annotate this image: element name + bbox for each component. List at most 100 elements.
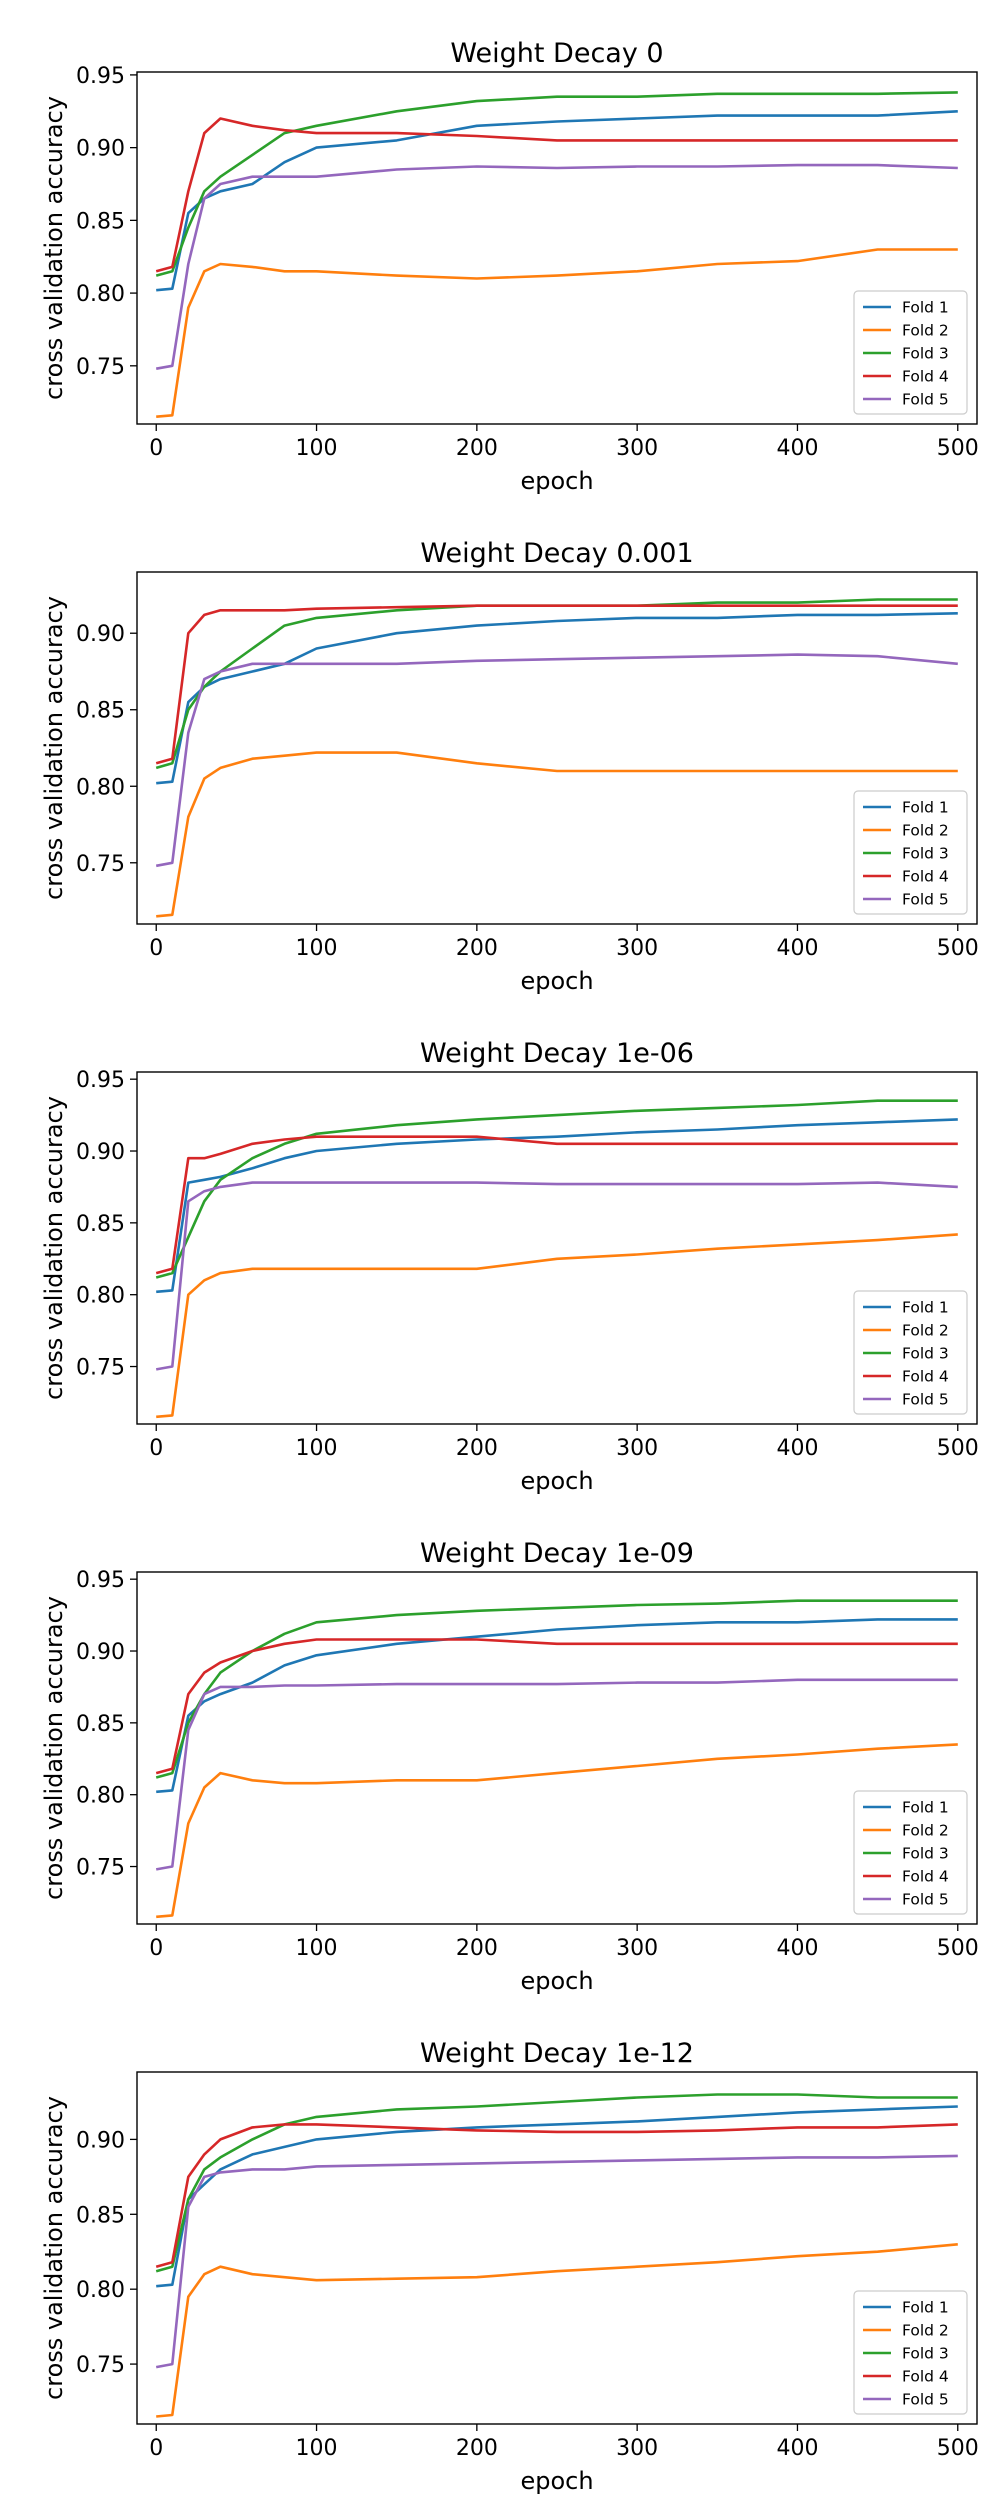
series-lines [155,2093,958,2418]
series-line-fold-2 [156,248,958,418]
legend-box [853,1790,968,1915]
y-axis-label: cross validation accuracy [40,96,68,400]
legend-box [853,790,968,915]
legend-entry-label: Fold 1 [902,1299,949,1317]
legend-entry-label: Fold 1 [902,2299,949,2317]
chart-title: Weight Decay 0 [450,38,663,69]
series-line-fold-4 [155,1135,958,1275]
legend-entry-label: Fold 4 [902,1368,949,1386]
plot-frame [136,71,978,425]
legend-entry-label: Fold 5 [902,1891,949,1909]
y-tick-label: 0.75 [76,852,125,877]
series-line-fold-1 [156,110,958,292]
y-tick-label: 0.85 [76,209,125,234]
series-line-fold-4 [155,604,958,765]
x-tick-label: 0 [149,1936,163,1961]
y-tick-label: 0.75 [76,355,125,380]
y-tick-label: 0.80 [76,775,125,800]
legend-entry-label: Fold 4 [902,368,949,386]
x-tick-label: 500 [937,1936,979,1961]
legend-entry-label: Fold 4 [902,868,949,886]
series-line-fold-5 [155,163,958,370]
x-tick-label: 0 [149,1436,163,1461]
y-tick-label: 0.80 [76,2278,125,2303]
y-tick-label: 0.75 [76,1856,125,1881]
x-tick-label: 500 [937,936,979,961]
y-tick-label: 0.90 [76,1640,125,1665]
y-axis-label: cross validation accuracy [40,596,68,900]
x-tick-label: 400 [776,2436,818,2461]
series-line-fold-3 [155,1099,958,1279]
series-line-fold-1 [156,2105,958,2288]
x-tick-label: 200 [456,1436,498,1461]
plot-frame [136,1071,978,1425]
y-tick-label: 0.95 [76,1068,125,1093]
series-line-fold-2 [156,1233,958,1419]
legend-entry-label: Fold 2 [902,1822,949,1840]
chart-panel-5: Weight Decay 1e-12 0 100 200 300 400 500 0.75 0.… [40,2038,979,2495]
legend: Fold 1 Fold 2 Fold 3 Fold 4 Fold 5 [853,1290,968,1415]
x-tick-label: 0 [149,436,163,461]
plot-frame [136,2071,978,2425]
legend-entry-label: Fold 5 [902,1391,949,1409]
x-tick-label: 200 [456,1936,498,1961]
x-axis-label: epoch [520,1967,593,1995]
legend-entry-label: Fold 2 [902,322,949,340]
y-tick-label: 0.85 [76,1212,125,1237]
x-tick-label: 100 [296,436,338,461]
x-tick-label: 500 [937,2436,979,2461]
series-line-fold-2 [156,751,958,918]
y-axis-label: cross validation accuracy [40,1596,68,1900]
series-line-fold-3 [155,2093,958,2273]
legend-box [853,1290,968,1415]
legend-entry-label: Fold 4 [902,2368,949,2386]
x-tick-label: 0 [149,936,163,961]
y-tick-label: 0.85 [76,699,125,724]
y-tick-label: 0.90 [76,2128,125,2153]
legend-entry-label: Fold 3 [902,1345,949,1363]
x-tick-label: 300 [616,1436,658,1461]
series-lines [155,91,958,418]
legend-entry-label: Fold 1 [902,1799,949,1817]
x-tick-label: 300 [616,2436,658,2461]
x-tick-label: 300 [616,1936,658,1961]
x-tick-label: 400 [776,1436,818,1461]
x-axis-label: epoch [520,2467,593,2495]
series-line-fold-2 [156,1743,958,1919]
chart-panel-2: Weight Decay 0.001 0 100 200 300 400 500 0.75 0.… [40,538,979,995]
x-tick-label: 300 [616,936,658,961]
legend: Fold 1 Fold 2 Fold 3 Fold 4 Fold 5 [853,290,968,415]
x-tick-label: 400 [776,436,818,461]
x-tick-label: 100 [296,1436,338,1461]
y-tick-label: 0.80 [76,282,125,307]
x-tick-label: 500 [937,436,979,461]
series-line-fold-4 [155,2123,958,2268]
series-line-fold-1 [156,612,958,785]
x-tick-label: 400 [776,1936,818,1961]
series-line-fold-5 [155,1181,958,1371]
y-axis-label: cross validation accuracy [40,1096,68,1400]
chart-title: Weight Decay 0.001 [420,538,693,569]
y-tick-label: 0.90 [76,137,125,162]
series-line-fold-5 [155,653,958,868]
chart-title: Weight Decay 1e-09 [420,1538,694,1569]
legend-box [853,290,968,415]
y-tick-label: 0.90 [76,622,125,647]
legend-entry-label: Fold 3 [902,345,949,363]
x-tick-label: 200 [456,2436,498,2461]
legend-entry-label: Fold 2 [902,2322,949,2340]
series-lines [155,1599,958,1919]
series-line-fold-3 [155,598,958,770]
y-tick-label: 0.75 [76,2353,125,2378]
series-lines [155,598,958,918]
legend: Fold 1 Fold 2 Fold 3 Fold 4 Fold 5 [853,790,968,915]
legend-entry-label: Fold 5 [902,891,949,909]
y-tick-label: 0.85 [76,2203,125,2228]
series-line-fold-2 [156,2243,958,2418]
y-tick-label: 0.85 [76,1712,125,1737]
legend-entry-label: Fold 5 [902,2391,949,2409]
series-line-fold-3 [155,91,958,277]
x-axis-label: epoch [520,467,593,495]
